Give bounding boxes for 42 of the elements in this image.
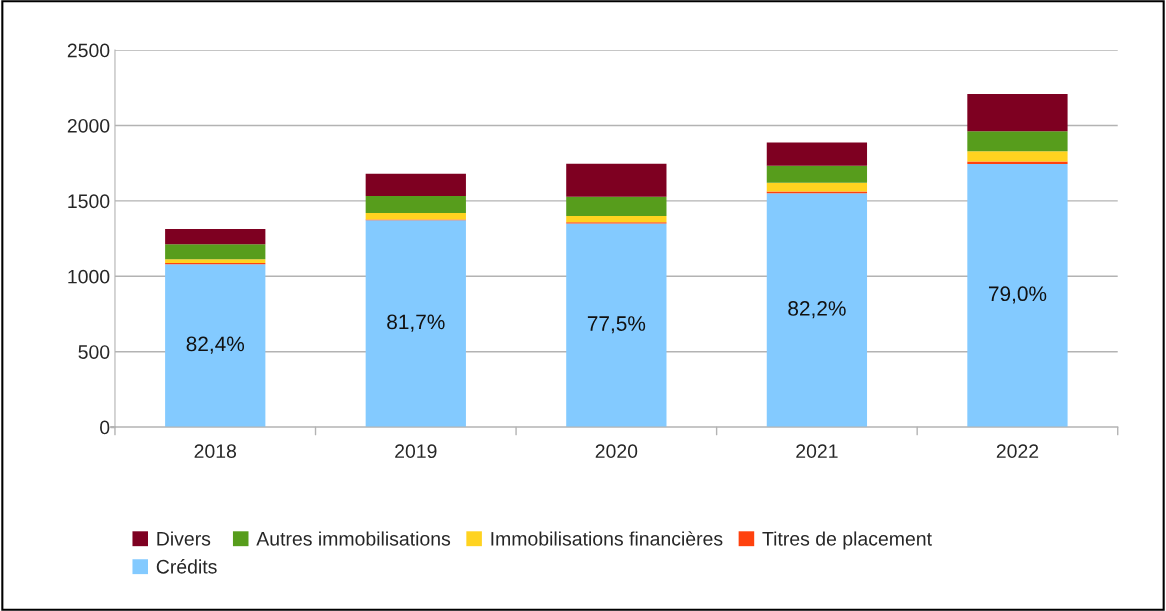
y-tick-label: 2000 (67, 118, 110, 133)
legend-label: Crédits (156, 559, 217, 574)
bar (165, 264, 266, 428)
bar (165, 259, 266, 264)
y-tick-label: 2500 (67, 43, 110, 58)
y-tick-label: 0 (100, 420, 110, 435)
bar (766, 193, 868, 428)
legend-label: Titres de placement (762, 531, 932, 550)
bar (766, 182, 868, 192)
x-tick-label: 2022 (996, 444, 1039, 459)
bar (165, 229, 266, 245)
bar (365, 173, 466, 196)
y-tick-label: 1000 (68, 269, 110, 284)
bar (967, 151, 1068, 162)
annotation: 79,0% (988, 286, 1047, 304)
y-tick-label: 500 (78, 345, 110, 359)
bar (365, 212, 466, 220)
bar (967, 93, 1068, 132)
bar (566, 163, 667, 197)
bar (566, 223, 667, 428)
bar (365, 195, 466, 213)
annotation: 82,2% (788, 301, 846, 319)
x-tick-label: 2018 (194, 444, 237, 459)
x-tick-label: 2021 (796, 444, 838, 459)
bar (566, 196, 667, 216)
x-tick-label: 2019 (395, 444, 437, 459)
annotation: 77,5% (587, 316, 646, 334)
bar (165, 244, 266, 260)
y-tick-label: 1500 (68, 194, 110, 209)
bar (967, 161, 1068, 164)
legend-label: Immobilisations financières (491, 531, 723, 546)
bar (766, 165, 868, 183)
legend-label: Divers (157, 531, 211, 546)
bar (365, 220, 466, 428)
bar (566, 215, 667, 223)
legend-label: Autres immobilisations (256, 531, 451, 546)
annotation: 82,4% (186, 336, 245, 354)
bar (766, 142, 868, 166)
x-tick-label: 2020 (595, 444, 638, 459)
bar (967, 131, 1068, 152)
bar (967, 163, 1068, 428)
annotation: 81,7% (387, 314, 445, 332)
